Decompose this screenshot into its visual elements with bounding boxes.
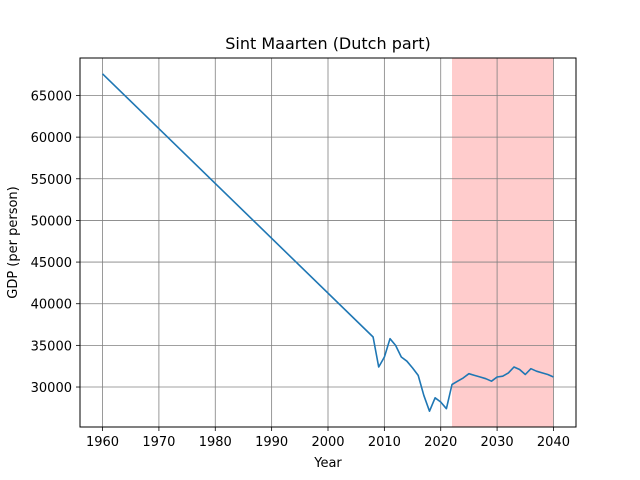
- x-tick-label: 1960: [86, 435, 119, 450]
- x-tick-label: 2030: [481, 435, 514, 450]
- y-tick-label: 50000: [31, 214, 72, 229]
- y-tick-label: 55000: [31, 173, 72, 188]
- tick-layer: 1960 1970 1980 1990 2000 2010 2020 2030 2040 3000…: [31, 89, 570, 450]
- forecast-shade-layer: [452, 58, 554, 427]
- y-tick-label: 45000: [31, 256, 72, 271]
- x-tick-label: 2000: [311, 435, 344, 450]
- x-tick-label: 2010: [368, 435, 401, 450]
- x-tick-label: 2040: [537, 435, 570, 450]
- y-tick-label: 30000: [31, 381, 72, 396]
- x-axis-title: Year: [313, 456, 342, 471]
- y-axis-title: GDP (per person): [6, 186, 21, 299]
- y-tick-label: 35000: [31, 339, 72, 354]
- gdp-series-line: [101, 73, 554, 413]
- x-tick-label: 1990: [255, 435, 288, 450]
- x-tick-label: 1980: [199, 435, 232, 450]
- y-tick-label: 60000: [31, 131, 72, 146]
- y-tick-label: 40000: [31, 298, 72, 313]
- y-tick-label: 65000: [31, 89, 72, 104]
- grid-layer: [80, 58, 576, 427]
- chart-title: Sint Maarten (Dutch part): [225, 34, 431, 53]
- x-tick-label: 1970: [142, 435, 175, 450]
- forecast-shaded-region: [452, 58, 554, 427]
- x-tick-label: 2020: [424, 435, 457, 450]
- series-layer: [101, 73, 554, 413]
